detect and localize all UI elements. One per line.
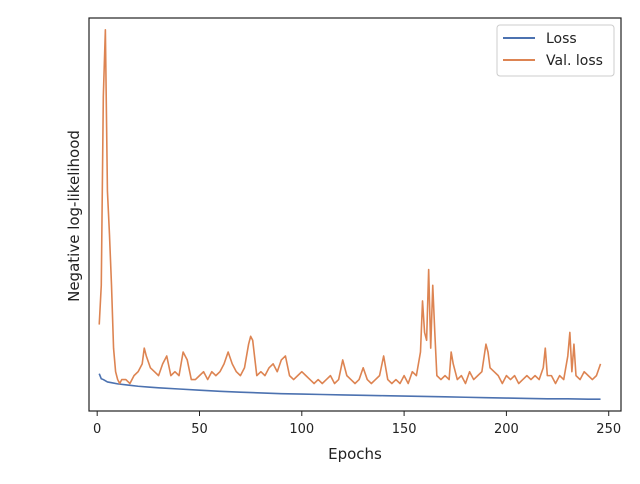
plot-frame bbox=[88, 17, 622, 412]
x-tick-label: 50 bbox=[191, 422, 208, 437]
x-tick-label: 0 bbox=[93, 422, 101, 437]
x-tick-label: 250 bbox=[596, 422, 621, 437]
plot-area bbox=[89, 18, 621, 411]
y-axis-label: Negative log-likelihood bbox=[65, 130, 83, 302]
series-layer bbox=[98, 28, 602, 401]
x-tick-label: 150 bbox=[392, 422, 417, 437]
x-tick-label: 200 bbox=[494, 422, 519, 437]
legend-label-val-loss: Val. loss bbox=[546, 53, 603, 69]
series-line-val-loss bbox=[98, 28, 602, 385]
x-axis-ticks: 0 50 100 150 200 250 bbox=[93, 411, 621, 437]
legend: Loss Val. loss bbox=[496, 24, 615, 77]
x-axis-label: Epochs bbox=[328, 445, 382, 463]
x-tick-label: 100 bbox=[289, 422, 314, 437]
legend-label-loss: Loss bbox=[546, 31, 577, 47]
